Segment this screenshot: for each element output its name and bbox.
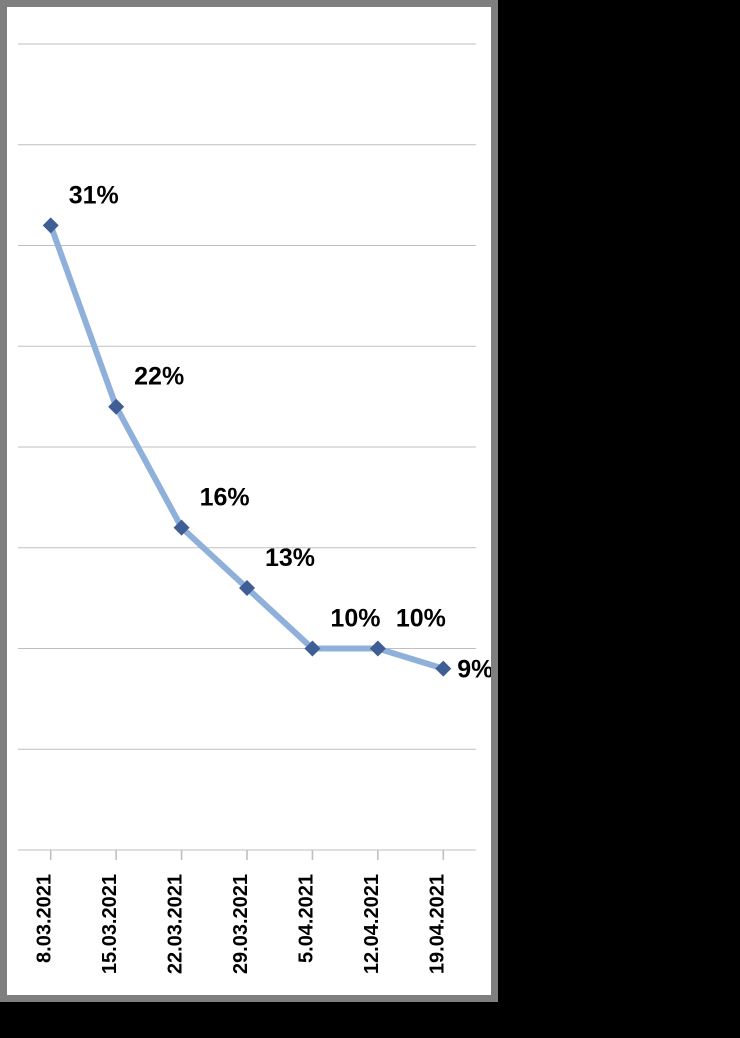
x-axis-label: 8.03.2021 — [34, 874, 56, 963]
data-label: 31% — [69, 181, 119, 209]
x-axis-label: 15.03.2021 — [99, 874, 121, 974]
data-label: 9% — [457, 655, 491, 683]
x-axis-label: 19.04.2021 — [426, 874, 448, 974]
x-axis-label: 22.03.2021 — [165, 874, 187, 974]
data-marker — [370, 641, 386, 657]
x-axis-label: 5.04.2021 — [295, 874, 317, 963]
data-label: 22% — [134, 363, 184, 391]
x-axis-label: 12.04.2021 — [361, 874, 383, 974]
data-marker — [43, 217, 59, 233]
data-label: 10% — [396, 605, 446, 633]
chart-card: 8.03.2021 15.03.2021 22.03.2021 29.03.2021 5… — [0, 0, 498, 1002]
data-label: 13% — [265, 544, 315, 572]
line-chart: 8.03.2021 15.03.2021 22.03.2021 29.03.2021 5… — [7, 7, 491, 995]
data-marker — [435, 661, 451, 677]
page-canvas: 8.03.2021 15.03.2021 22.03.2021 29.03.2021 5… — [0, 0, 740, 1038]
data-label: 16% — [200, 484, 250, 512]
data-label: 10% — [330, 605, 380, 633]
x-axis-label: 29.03.2021 — [230, 874, 252, 974]
